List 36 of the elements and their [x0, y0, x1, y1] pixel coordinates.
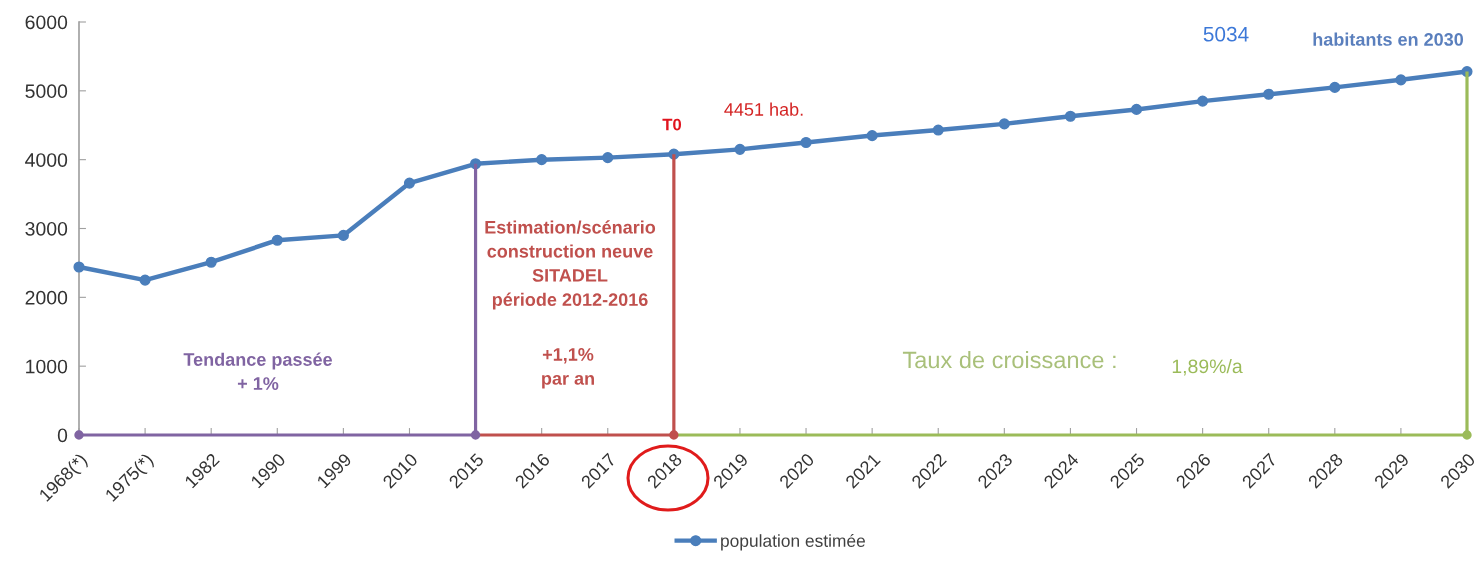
- point: [337, 229, 349, 241]
- annotation: T0: [662, 118, 682, 131]
- y-tick-label: 2000: [25, 290, 68, 305]
- annotation: Estimation/scénario construction neuve SITADEL période 2012-2016: [485, 220, 656, 310]
- annotation: habitants en 2030: [1313, 32, 1464, 46]
- point: [998, 118, 1010, 130]
- annotation: Taux de croissance :: [902, 351, 1116, 369]
- point: [932, 124, 944, 136]
- point: [139, 274, 151, 286]
- point: [734, 143, 746, 155]
- point: [1197, 95, 1209, 107]
- y-tick-label: 4000: [25, 153, 68, 167]
- point: [602, 152, 614, 164]
- y-tick-label: 0: [57, 428, 68, 443]
- y-tick-label: 1000: [26, 359, 68, 374]
- point: [800, 136, 812, 149]
- y-tick-label: 6000: [25, 15, 68, 30]
- annotation: 5034: [1203, 26, 1249, 42]
- point: [73, 261, 85, 273]
- point: [1329, 81, 1341, 93]
- point: [536, 154, 548, 166]
- point: [403, 177, 416, 189]
- annotation: 4451 hab.: [724, 102, 803, 116]
- point: [271, 234, 283, 246]
- point: [1130, 103, 1143, 115]
- annotation: Tendance passée + 1%: [183, 352, 332, 390]
- annotation: +1,1% par an: [542, 348, 594, 389]
- y-tick-label: 5000: [25, 84, 68, 99]
- point: [1395, 74, 1407, 86]
- point: [205, 256, 217, 268]
- point: [1064, 110, 1076, 122]
- point: [1263, 88, 1275, 100]
- annotation: 1,89%/a: [1172, 358, 1243, 376]
- legend-label: population estimée: [721, 533, 865, 551]
- point: [866, 130, 878, 142]
- y-tick-label: 3000: [25, 221, 68, 236]
